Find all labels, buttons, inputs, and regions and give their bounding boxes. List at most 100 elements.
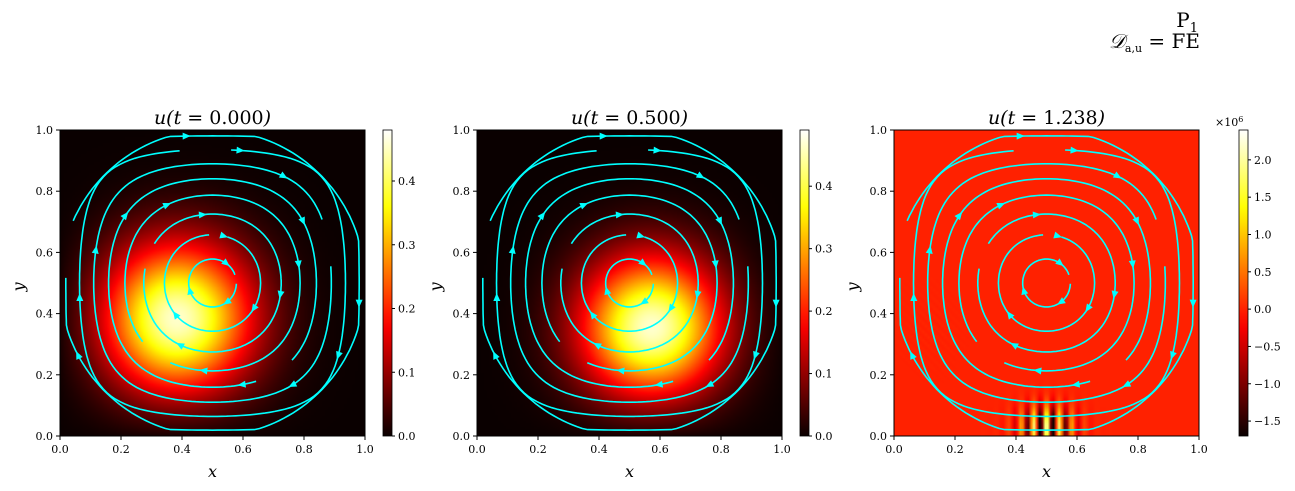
streamline-arrow-2-1-2 <box>604 286 612 296</box>
streamline-arrow-1-8-1 <box>76 351 83 360</box>
y-axis-label-3: y <box>843 282 862 293</box>
streamline-1-6 <box>92 163 333 403</box>
streamline-arrow-2-4-2 <box>616 367 625 375</box>
colorbar-multiplier-3: ×106 <box>1215 115 1243 129</box>
y-tick-label-3-0: 0.0 <box>870 430 888 443</box>
x-tick-label-1-0: 0.0 <box>51 443 69 456</box>
streamline-arrow-1-1-2 <box>187 286 195 296</box>
y-tick-label-2-4: 0.8 <box>453 185 471 198</box>
streamline-arrow-1-3-1 <box>198 211 207 219</box>
y-tick-label-1-0: 0.0 <box>36 430 54 443</box>
streamline-arrow-2-6-1 <box>508 245 516 254</box>
y-tick-label-1-2: 0.4 <box>36 308 54 321</box>
y-tick-label-2-2: 0.4 <box>453 308 471 321</box>
colorbar-tick-label-1-0: 0.0 <box>398 430 416 443</box>
streamline-3-2 <box>997 234 1096 332</box>
x-tick-label-2-2: 0.4 <box>590 443 608 456</box>
streamline-arrow-3-7-1 <box>910 292 918 302</box>
streamline-arrow-2-8-1 <box>493 351 500 360</box>
streamline-3-3 <box>977 213 1116 353</box>
streamline-arrow-2-1-3 <box>640 297 649 305</box>
streamline-arrow-2-6-2 <box>705 380 715 388</box>
plot-panel-3: 0.0 0.2 0.4 0.6 0.8 1.0 0.0 0.2 0.4 0.6 0.8 1.0 x y u(… <box>843 107 1281 481</box>
streamline-arrow-1-7-3 <box>236 146 245 154</box>
streamline-3-5 <box>941 178 1152 388</box>
x-tick-label-1-1: 0.2 <box>112 443 130 456</box>
y-tick-label-1-4: 0.8 <box>36 185 54 198</box>
streamline-arrow-3-1-3 <box>1057 297 1066 305</box>
streamline-arrow-2-1-1 <box>638 258 647 267</box>
streamline-arrow-3-6-3 <box>1112 171 1122 179</box>
y-tick-label-3-3: 0.6 <box>870 246 888 259</box>
streamline-arrow-3-4-3 <box>1128 260 1136 269</box>
streamline-arrow-3-3-3 <box>1111 290 1119 299</box>
panel-title-3: u(t = 1.238) <box>988 107 1105 129</box>
streamline-arrow-3-4-1 <box>996 202 1006 210</box>
streamline-arrow-3-6-1 <box>925 245 933 254</box>
y-tick-label-2-3: 0.6 <box>453 246 471 259</box>
streamline-arrow-1-6-2 <box>288 380 298 388</box>
streamline-arrow-3-6-2 <box>1122 380 1132 388</box>
x-tick-label-3-5: 1.0 <box>1190 443 1208 456</box>
streamline-arrow-2-8-2 <box>772 299 780 308</box>
streamline-arrow-3-5-1 <box>954 211 963 221</box>
streamlines-3 <box>899 132 1197 432</box>
streamline-arrow-1-6-1 <box>91 245 99 254</box>
colorbar-3 <box>1238 129 1249 437</box>
streamline-arrow-1-7-2 <box>336 350 343 360</box>
colorbar-1 <box>382 129 393 437</box>
x-axis-label-3: x <box>1042 462 1051 481</box>
heatmap-image-3 <box>894 130 1199 436</box>
colorbar-tick-label-3-4: 0.5 <box>1254 266 1272 279</box>
colorbar-tick-label-2-3: 0.3 <box>815 243 833 256</box>
y-tick-label-1-5: 1.0 <box>36 124 54 137</box>
streamline-arrow-1-3-2 <box>176 342 185 350</box>
streamline-2-3 <box>560 213 699 353</box>
streamline-arrow-3-2-1 <box>1053 231 1062 239</box>
y-tick-label-3-1: 0.2 <box>870 369 888 382</box>
streamline-arrow-2-2-3 <box>668 303 676 313</box>
colorbar-tick-label-3-2: −0.5 <box>1254 340 1281 353</box>
streamline-arrow-3-3-1 <box>1032 211 1041 219</box>
streamline-2-5 <box>524 178 735 388</box>
y-tick-label-2-5: 1.0 <box>453 124 471 137</box>
y-axis-label-2: y <box>426 282 445 293</box>
streamline-arrow-2-4-1 <box>579 202 589 210</box>
x-tick-label-3-3: 0.6 <box>1068 443 1086 456</box>
streamline-arrow-3-2-2 <box>1006 311 1015 320</box>
colorbar-tick-label-2-0: 0.0 <box>815 430 833 443</box>
streamline-1-2 <box>163 234 262 332</box>
streamline-arrow-1-4-2 <box>199 367 208 375</box>
streamline-arrow-1-2-2 <box>172 311 181 320</box>
y-tick-label-3-4: 0.8 <box>870 185 888 198</box>
colorbar-tick-label-1-4: 0.4 <box>398 175 416 188</box>
x-tick-label-2-4: 0.8 <box>712 443 730 456</box>
x-tick-label-1-2: 0.4 <box>173 443 191 456</box>
axes-frame-2 <box>476 129 783 437</box>
colorbar-tick-label-3-3: 0.0 <box>1254 303 1272 316</box>
streamline-arrow-2-5-2 <box>654 380 664 388</box>
streamline-arrow-1-5-2 <box>237 380 247 388</box>
streamline-arrow-3-3-2 <box>1010 342 1019 350</box>
streamline-3-6 <box>926 163 1167 403</box>
streamline-2-2 <box>580 234 679 332</box>
streamline-arrow-2-6-3 <box>695 171 705 179</box>
streamline-2-6 <box>509 163 750 403</box>
streamlines-2 <box>482 132 780 432</box>
streamline-arrow-2-8-3 <box>599 132 608 140</box>
streamline-arrow-1-4-3 <box>294 260 302 269</box>
streamline-arrow-3-8-3 <box>1016 132 1025 140</box>
streamline-arrow-1-5-1 <box>120 211 129 221</box>
panel-title-1: u(t = 0.000) <box>154 107 271 129</box>
y-tick-label-1-3: 0.6 <box>36 246 54 259</box>
streamline-arrow-3-5-3 <box>1132 216 1139 226</box>
y-tick-label-1-1: 0.2 <box>36 369 54 382</box>
colorbar-tick-label-1-2: 0.2 <box>398 303 416 316</box>
streamline-arrow-1-7-1 <box>76 292 84 302</box>
streamline-arrow-2-7-1 <box>493 292 501 302</box>
heatmap-image-1 <box>60 130 365 436</box>
colorbar-tick-label-3-7: 2.0 <box>1254 154 1272 167</box>
corner-label-line1: P1 <box>1176 8 1198 36</box>
streamline-arrow-3-1-1 <box>1055 258 1064 267</box>
